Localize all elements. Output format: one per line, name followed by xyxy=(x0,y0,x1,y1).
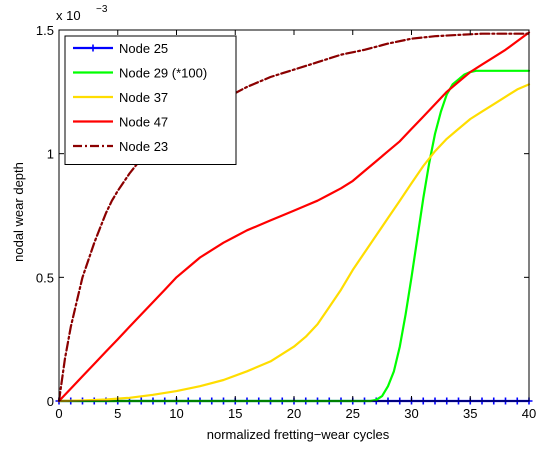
legend: Node 25 Node 29 (*100) Node 37 Node 47 Node … xyxy=(64,35,237,165)
legend-label-1: Node 25 xyxy=(119,41,168,56)
x-tick-label: 0 xyxy=(55,406,62,421)
x-tick-label: 20 xyxy=(287,406,301,421)
axes: 0 5 10 15 20 25 30 35 40 0 0.5 1 1.5 xyxy=(36,23,536,421)
x-tick-label: 30 xyxy=(404,406,418,421)
y-axis-label: nodal wear depth xyxy=(11,162,26,262)
x-tick-label: 10 xyxy=(169,406,183,421)
series-line-4 xyxy=(57,31,531,403)
y-exponent-power: −3 xyxy=(96,4,108,15)
legend-marker xyxy=(89,44,97,52)
x-tick-label: 15 xyxy=(228,406,242,421)
legend-label-5: Node 23 xyxy=(119,139,168,154)
series-line-3 xyxy=(57,83,531,403)
legend-label-4: Node 47 xyxy=(119,115,168,130)
x-tick-label: 5 xyxy=(114,406,121,421)
y-tick-label: 1.5 xyxy=(36,23,54,38)
x-axis-label: normalized fretting−wear cycles xyxy=(207,427,390,442)
legend-label-2: Node 29 (*100) xyxy=(119,66,207,81)
y-tick-label: 0.5 xyxy=(36,270,54,285)
legend-box xyxy=(64,35,237,165)
x-tick-label: 25 xyxy=(346,406,360,421)
series-line-2 xyxy=(57,69,531,403)
y-tick-label: 1 xyxy=(47,147,54,162)
y-exponent-label: x 10 −3 xyxy=(56,4,108,23)
y-exponent-base: x 10 xyxy=(56,8,81,23)
y-tick-label: 0 xyxy=(47,394,54,409)
x-tick-label: 35 xyxy=(463,406,477,421)
legend-label-3: Node 37 xyxy=(119,90,168,105)
x-tick-label: 40 xyxy=(522,406,536,421)
